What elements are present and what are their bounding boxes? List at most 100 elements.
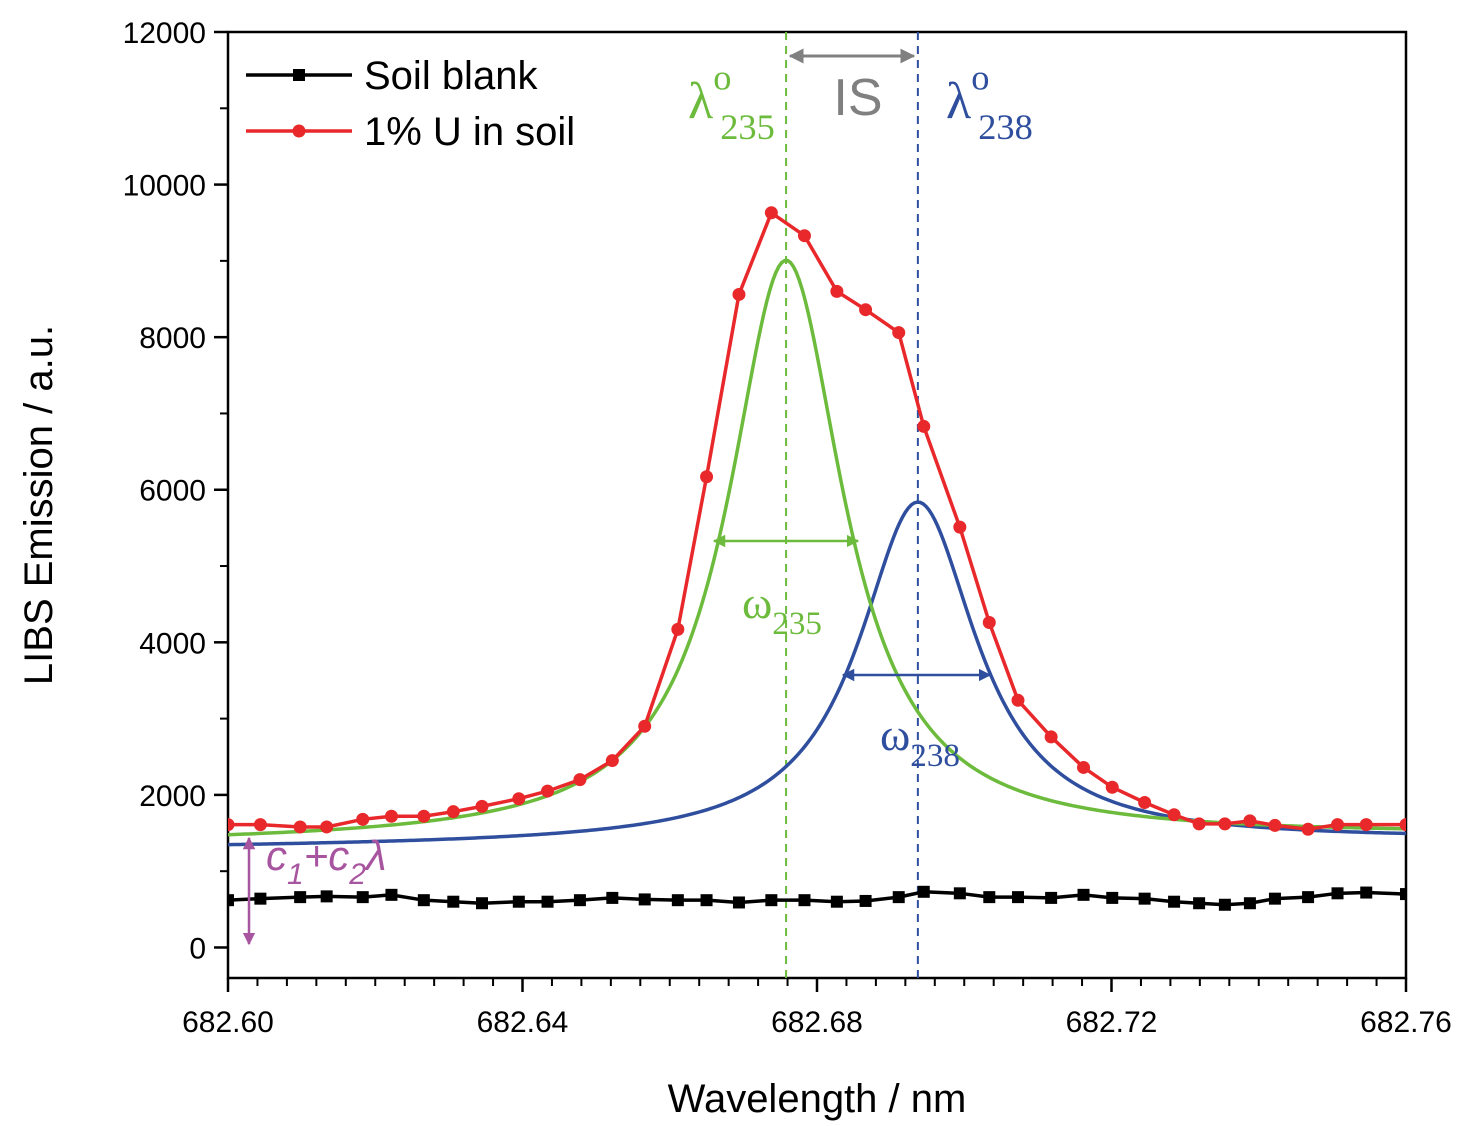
x-tick-label: 682.72 — [1066, 1006, 1158, 1039]
legend-marker-circle — [292, 124, 306, 138]
data-point-uranium — [859, 303, 873, 317]
data-point-uranium — [320, 820, 334, 834]
data-point-uranium — [1331, 818, 1345, 832]
data-point-uranium — [830, 284, 844, 298]
data-point-soil-blank — [1302, 891, 1315, 904]
data-point-uranium — [605, 754, 619, 768]
omega-238-label: ω238 — [880, 709, 960, 774]
y-tick-label: 10000 — [123, 170, 206, 203]
data-point-soil-blank — [385, 888, 398, 901]
y-tick-label: 8000 — [139, 322, 206, 355]
data-point-uranium — [446, 805, 460, 819]
data-point-soil-blank — [1045, 891, 1058, 904]
data-point-soil-blank — [859, 894, 872, 907]
data-point-uranium — [638, 719, 652, 733]
data-point-uranium — [384, 809, 398, 823]
data-point-soil-blank — [1400, 888, 1406, 901]
legend-item-soil-blank: Soil blank — [246, 54, 538, 98]
data-point-soil-blank — [254, 892, 267, 905]
data-point-soil-blank — [1011, 891, 1024, 904]
data-point-uranium — [1301, 822, 1315, 836]
data-point-uranium — [671, 622, 685, 636]
data-point-soil-blank — [356, 891, 369, 904]
data-point-uranium — [1399, 818, 1406, 832]
fit-curve-238 — [228, 500, 1406, 847]
x-tick-label: 682.76 — [1360, 1006, 1452, 1039]
isotope-shift-label: IS — [833, 69, 882, 127]
data-point-soil-blank — [638, 893, 651, 906]
y-tick-label: 4000 — [139, 627, 206, 660]
y-axis-title: LIBS Emission / a.u. — [17, 325, 61, 685]
data-point-uranium — [541, 784, 555, 798]
data-point-uranium — [1243, 814, 1257, 828]
y-tick-label: 0 — [189, 932, 206, 965]
data-point-soil-blank — [1193, 897, 1206, 910]
x-tick-label: 682.64 — [477, 1006, 569, 1039]
legend-label: Soil blank — [364, 54, 538, 98]
y-tick-label: 2000 — [139, 780, 206, 813]
legend-marker-square — [293, 69, 305, 81]
lambda-238-label: λo 238 — [946, 57, 1033, 146]
data-point-uranium — [475, 799, 489, 813]
data-point-soil-blank — [1331, 887, 1344, 900]
baseline-label: c1+c2λ — [266, 832, 387, 891]
data-point-soil-blank — [1168, 895, 1181, 908]
data-point-soil-blank — [798, 894, 811, 907]
data-point-uranium — [293, 820, 307, 834]
data-point-uranium — [1192, 817, 1206, 831]
data-point-uranium — [1077, 760, 1091, 774]
data-point-soil-blank — [476, 897, 489, 910]
data-point-soil-blank — [700, 894, 713, 907]
data-point-uranium — [953, 520, 967, 534]
data-point-uranium — [764, 206, 778, 220]
data-point-uranium — [1167, 808, 1181, 822]
data-point-soil-blank — [671, 894, 684, 907]
data-point-uranium — [700, 470, 714, 484]
data-point-uranium — [797, 229, 811, 243]
data-point-soil-blank — [1243, 897, 1256, 910]
data-point-soil-blank — [417, 894, 430, 907]
data-point-uranium — [1218, 817, 1232, 831]
data-point-soil-blank — [606, 891, 619, 904]
fit-curve-235 — [228, 258, 1406, 837]
data-point-uranium — [732, 287, 746, 301]
data-point-uranium — [573, 773, 587, 787]
data-point-uranium — [892, 326, 906, 340]
data-point-soil-blank — [294, 891, 307, 904]
legend-item-uranium: 1% U in soil — [246, 110, 575, 154]
data-point-soil-blank — [573, 894, 586, 907]
legend-label: 1% U in soil — [364, 110, 575, 154]
data-point-uranium — [1138, 796, 1152, 810]
data-point-uranium — [417, 809, 431, 823]
data-point-soil-blank — [1077, 888, 1090, 901]
data-point-soil-blank — [983, 891, 996, 904]
data-point-soil-blank — [1138, 892, 1151, 905]
data-point-soil-blank — [732, 896, 745, 909]
lambda-235-label: λo 235 — [688, 57, 775, 146]
data-point-soil-blank — [447, 895, 460, 908]
omega-235-label: ω235 — [742, 577, 822, 642]
data-point-uranium — [917, 419, 931, 433]
data-point-soil-blank — [320, 890, 333, 903]
data-point-soil-blank — [1218, 898, 1231, 911]
series-line-uranium — [228, 210, 1406, 831]
data-point-uranium — [253, 818, 267, 832]
data-point-soil-blank — [830, 895, 843, 908]
data-point-soil-blank — [228, 894, 234, 907]
y-tick-label: 6000 — [139, 475, 206, 508]
x-axis-title: Wavelength / nm — [668, 1077, 967, 1121]
data-point-uranium — [228, 818, 235, 832]
data-point-soil-blank — [1360, 886, 1373, 899]
y-tick-label: 12000 — [123, 17, 206, 50]
data-point-uranium — [1011, 693, 1025, 707]
data-point-soil-blank — [1268, 892, 1281, 905]
x-tick-label: 682.60 — [182, 1006, 274, 1039]
data-point-soil-blank — [1106, 891, 1119, 904]
data-point-uranium — [1359, 818, 1373, 832]
plot-frame — [226, 30, 1408, 980]
data-point-uranium — [1044, 730, 1058, 744]
data-point-soil-blank — [917, 885, 930, 898]
data-point-soil-blank — [541, 895, 554, 908]
data-point-uranium — [1268, 818, 1282, 832]
